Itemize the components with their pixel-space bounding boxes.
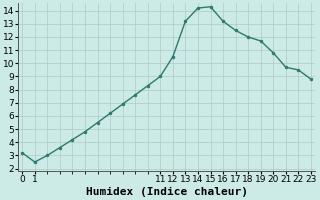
X-axis label: Humidex (Indice chaleur): Humidex (Indice chaleur) [85,187,248,197]
